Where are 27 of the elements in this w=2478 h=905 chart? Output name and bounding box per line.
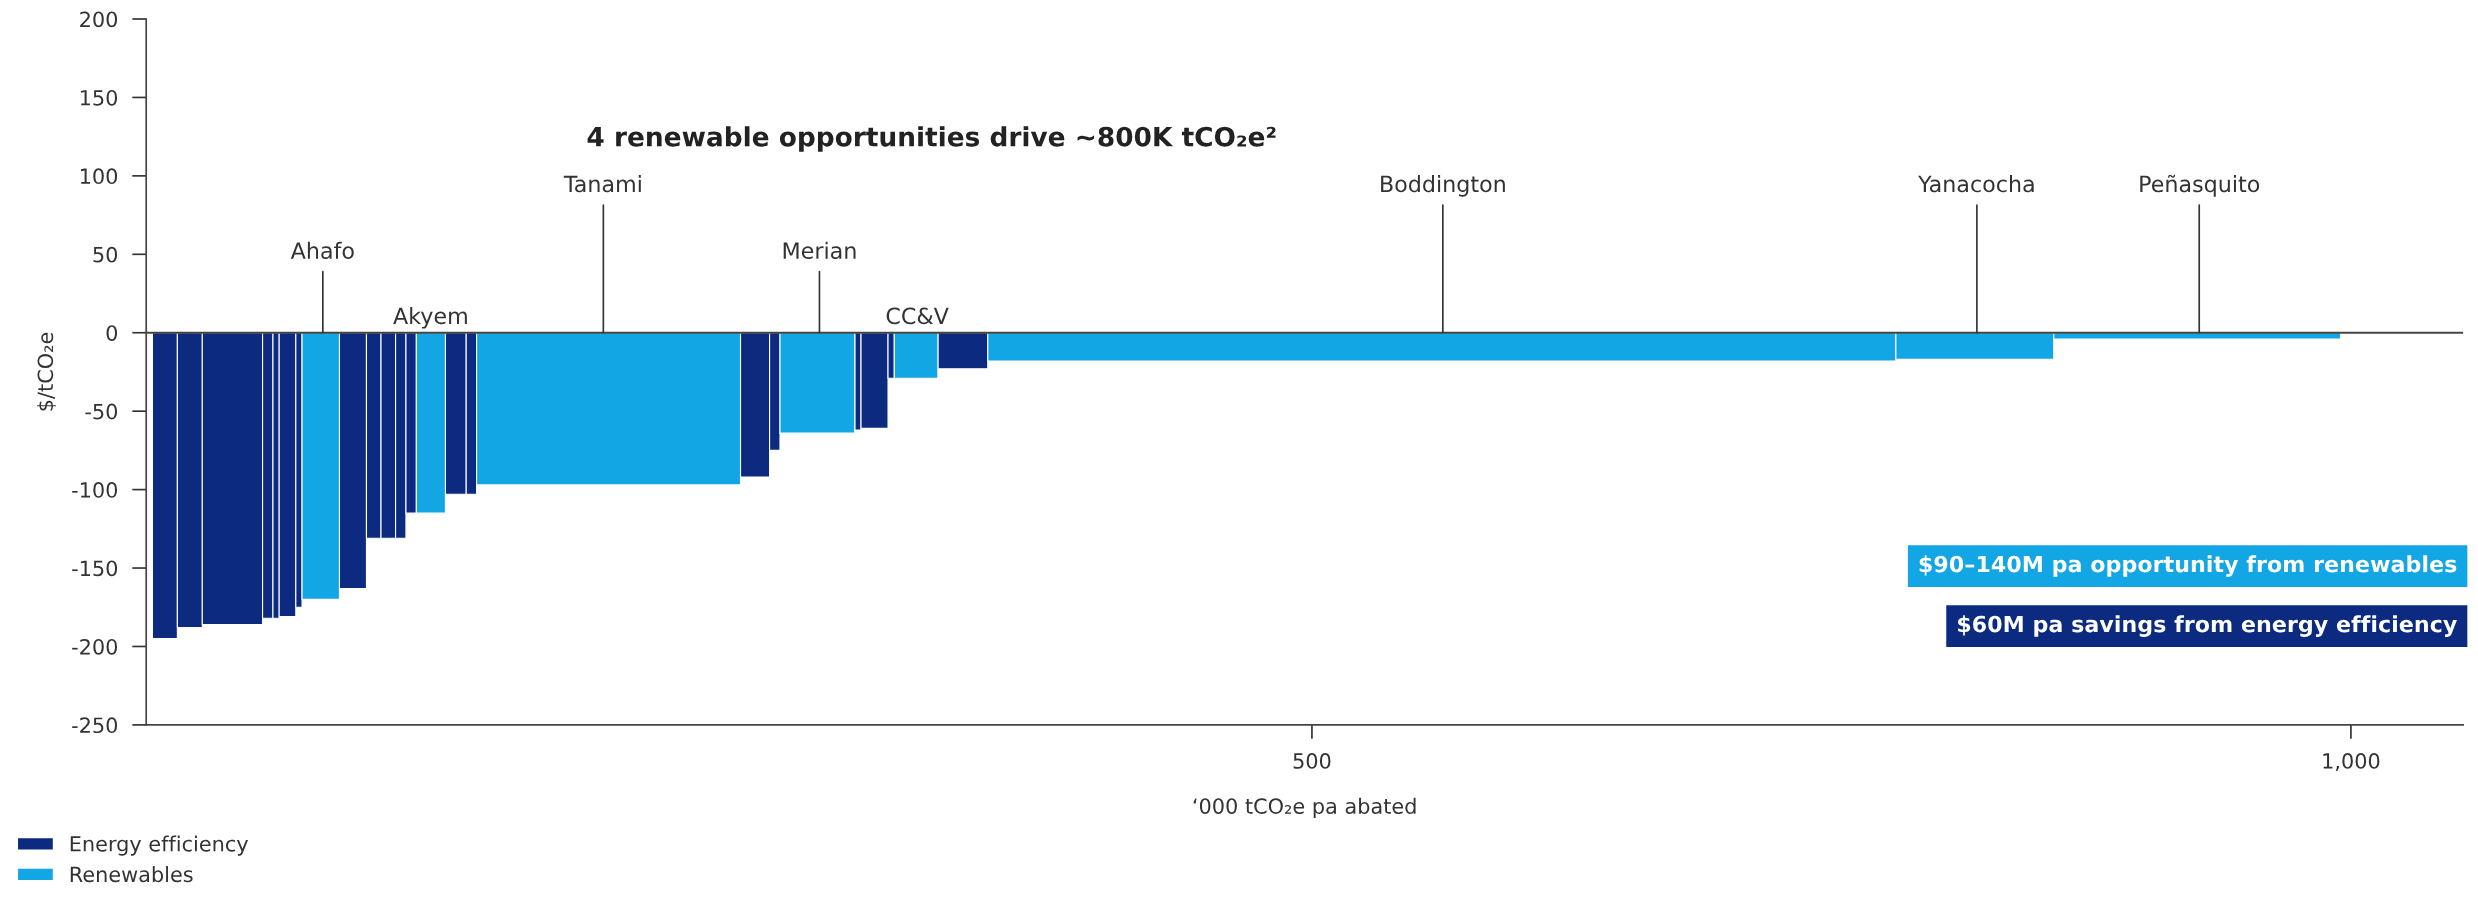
y-tick-label: -50	[85, 403, 118, 420]
annotation: Yanacocha	[1918, 175, 2034, 193]
y-tick-label: -200	[72, 638, 118, 655]
x-tick-label: 500	[1293, 753, 1331, 769]
x-axis-title: ‘000 tCO₂e pa abated	[1193, 797, 1416, 819]
y-tick-label: 200	[80, 11, 118, 28]
y-tick-label: -150	[72, 560, 118, 577]
annotation: Ahafo	[290, 241, 354, 259]
annotation: CC&V	[886, 307, 949, 325]
annotation: $60M pa savings from energy efficiency	[1957, 615, 2457, 637]
annotation: Akyem	[393, 307, 467, 329]
y-tick-label: 150	[80, 89, 118, 106]
annotation: Tanami	[563, 175, 641, 193]
legend-label: Renewables	[70, 866, 193, 883]
y-tick-label: -250	[72, 717, 118, 734]
y-axis-title: $/tCO₂e	[37, 332, 56, 411]
text: 4 renewable opportunities drive ~800K tCO₂e²	[587, 126, 1276, 152]
annotation: $90–140M pa opportunity from renewables	[1919, 555, 2457, 577]
y-tick-label: 0	[106, 325, 118, 341]
x-tick-label: 1,000	[2323, 753, 2380, 771]
legend-label: Energy efficiency	[70, 835, 249, 856]
annotation: Merian	[783, 241, 856, 259]
y-tick-label: 100	[80, 168, 118, 185]
annotation: Boddington	[1381, 175, 1505, 197]
annotation: Peñasquito	[2140, 174, 2260, 197]
y-tick-label: 50	[93, 246, 118, 263]
y-tick-label: -100	[72, 482, 118, 498]
